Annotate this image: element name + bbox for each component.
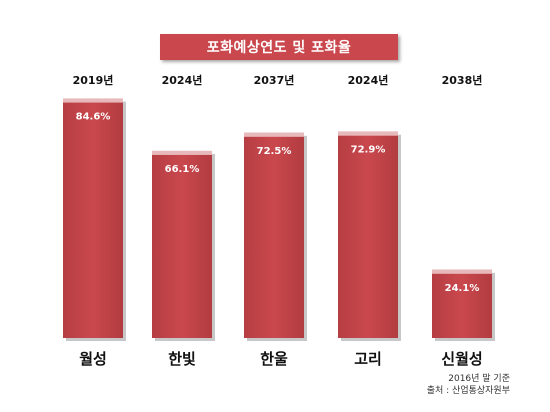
category-label: 고리 (354, 350, 382, 368)
bar (63, 98, 123, 338)
bars-layer: 2019년 84.6% 월성 2024년 66.1% 한빛 2037년 72.5% 한울 2024… (63, 73, 495, 368)
chart-title: 포화예상연도 및 포화율 (160, 34, 398, 60)
source-note: 출처 : 산업통상자원부 (426, 386, 510, 396)
value-label: 24.1% (445, 283, 480, 294)
bar-top-cap (338, 131, 398, 136)
category-label: 한빛 (168, 350, 196, 368)
category-label: 신월성 (441, 350, 482, 368)
value-label: 72.5% (257, 146, 292, 157)
category-label: 월성 (79, 350, 107, 368)
bar-top-cap (152, 150, 212, 155)
bar-top-cap (63, 98, 123, 103)
basis-note: 2016년 말 기준 (448, 374, 510, 384)
bar (338, 131, 398, 338)
year-label: 2037년 (254, 73, 295, 87)
bar-top-cap (244, 132, 304, 137)
bar (432, 269, 492, 338)
year-label: 2024년 (348, 73, 389, 87)
bar (152, 150, 212, 338)
value-label: 84.6% (76, 112, 111, 123)
category-label: 한울 (260, 350, 288, 368)
year-label: 2024년 (162, 73, 203, 87)
value-label: 72.9% (351, 145, 386, 156)
bar-top-cap (432, 269, 492, 274)
value-label: 66.1% (165, 164, 200, 175)
bar (244, 132, 304, 338)
year-label: 2038년 (442, 73, 483, 87)
year-label: 2019년 (73, 73, 114, 87)
